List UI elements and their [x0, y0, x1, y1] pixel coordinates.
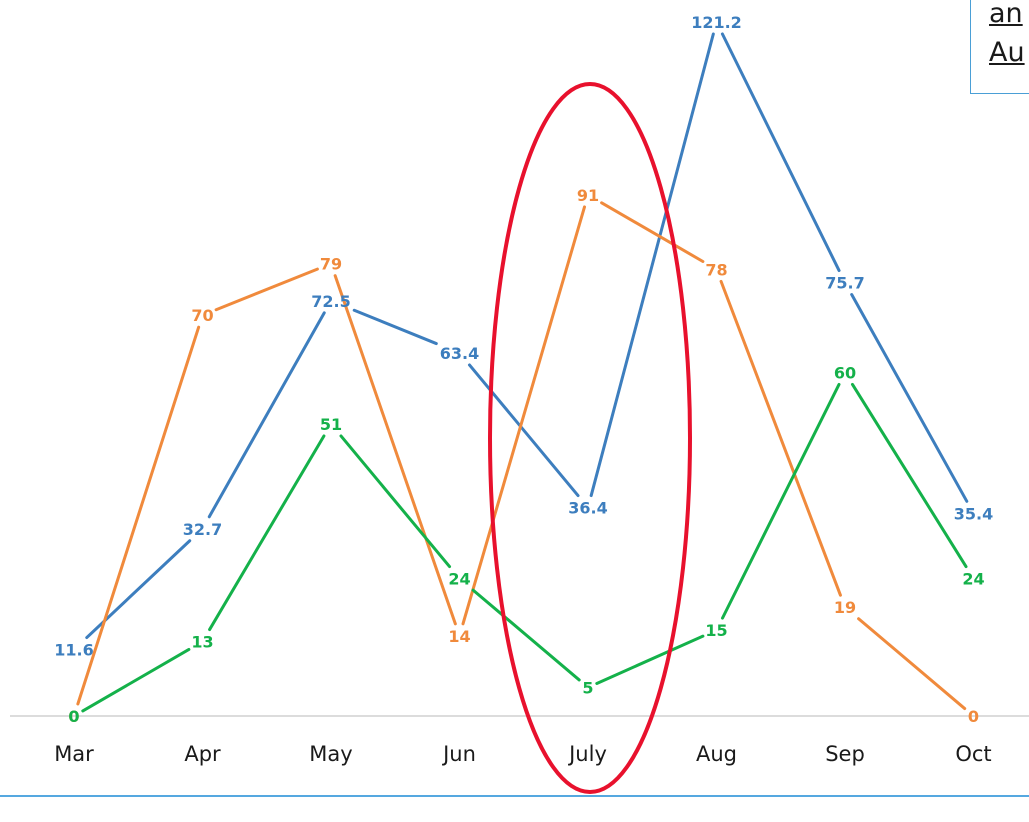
series-2-segment — [76, 325, 201, 706]
series-3-data-label: 15 — [705, 621, 727, 640]
series-2-data-label: 0 — [68, 707, 79, 726]
series-3-segment — [471, 588, 581, 682]
highlight-ellipse — [488, 82, 692, 794]
x-tick-label: Sep — [825, 742, 865, 766]
x-tick-label: Apr — [184, 742, 221, 766]
series-3-data-label: 0 — [68, 707, 79, 726]
x-tick-label: Jun — [441, 742, 476, 766]
x-tick-label: July — [567, 742, 607, 766]
series-1-segment — [85, 539, 192, 640]
series-2-data-label: 78 — [705, 260, 727, 279]
series-2-segment — [600, 201, 705, 263]
series-2-segment — [461, 205, 587, 626]
series-1-segment — [207, 311, 326, 519]
series-1-segment — [352, 308, 438, 346]
x-tick-label: Oct — [955, 742, 991, 766]
series-2-data-label: 19 — [834, 598, 856, 617]
series-1-segment — [467, 363, 580, 498]
series-3-segment — [850, 382, 968, 569]
series-1-data-label: 35.4 — [954, 504, 993, 523]
series-2-segment — [333, 274, 457, 626]
series-3-data-label: 5 — [582, 678, 593, 697]
series-1-data-label: 63.4 — [440, 344, 479, 363]
series-3-segment — [720, 382, 841, 620]
series-lines — [76, 32, 969, 713]
x-tick-labels: Mar Apr May Jun July Aug Sep Oct — [54, 742, 991, 766]
series-3-segment — [81, 647, 191, 713]
series-2-data-label: 0 — [968, 707, 979, 726]
series-3-segment — [208, 434, 326, 632]
series-2-data-label: 91 — [577, 186, 599, 205]
series-2-segment — [214, 267, 319, 312]
x-tick-label: Mar — [54, 742, 94, 766]
series-1-data-label: 72.5 — [311, 292, 350, 311]
series-1-segment — [850, 293, 969, 503]
series-3-segment — [339, 434, 452, 569]
series-1-segment — [720, 32, 841, 273]
callout-box: an Au — [970, 0, 1029, 94]
series-2-segment — [857, 617, 967, 711]
series-1-data-label: 32.7 — [183, 520, 222, 539]
series-3-segment — [595, 634, 705, 685]
callout-text-line1: an — [989, 0, 1023, 29]
series-3-data-label: 60 — [834, 363, 856, 382]
callout-text-line2: Au — [989, 37, 1025, 68]
series-3-data-label: 24 — [448, 570, 470, 589]
series-2-data-label: 79 — [320, 255, 342, 274]
series-3-data-label: 51 — [320, 415, 342, 434]
series-3-data-label: 24 — [962, 570, 984, 589]
series-1-data-label: 121.2 — [691, 13, 742, 32]
x-tick-label: Aug — [696, 742, 737, 766]
series-2-segment — [719, 279, 842, 597]
data-labels: 11.6 32.7 72.5 63.4 36.4 121.2 75.7 35.4 0 70 79 14… — [54, 13, 993, 726]
series-1-data-label: 11.6 — [54, 641, 93, 660]
bottom-border — [0, 795, 1029, 797]
series-2-data-label: 14 — [448, 627, 470, 646]
series-1-data-label: 75.7 — [825, 274, 864, 293]
x-tick-label: May — [309, 742, 352, 766]
series-2-data-label: 70 — [191, 306, 213, 325]
series-1-segment — [589, 32, 715, 498]
series-3-data-label: 13 — [191, 633, 213, 652]
series-1-data-label: 36.4 — [568, 499, 607, 518]
